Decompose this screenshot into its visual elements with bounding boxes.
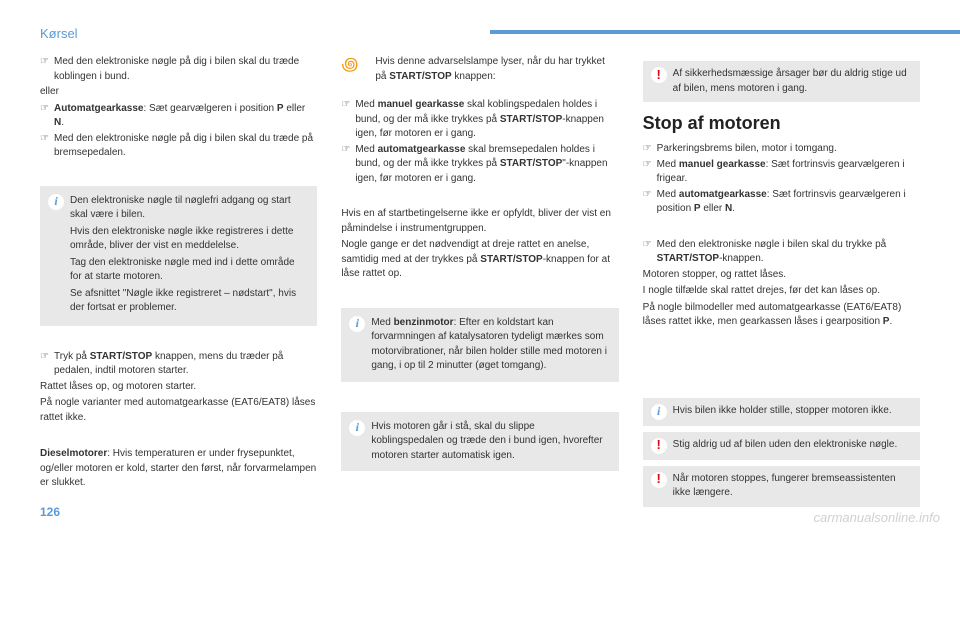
paragraph: Rattet låses op, og motoren starter. <box>40 380 317 395</box>
bullet-marker-icon: ☞ <box>643 142 657 157</box>
bullet-item: ☞ Med manuel gearkasse skal koblingspeda… <box>341 98 618 142</box>
paragraph: Dieselmotorer: Hvis temperaturen er unde… <box>40 447 317 491</box>
warning-text: Stig aldrig ud af bilen uden den elektro… <box>673 438 898 453</box>
warning-text: Hvis denne advarselslampe lyser, når du … <box>375 55 618 84</box>
bullet-marker-icon: ☞ <box>341 98 355 142</box>
warning-text: Når motoren stoppes, fungerer bremseassi… <box>673 472 910 501</box>
warning-callout: ! Stig aldrig ud af bilen uden den elekt… <box>643 432 920 460</box>
bullet-marker-icon: ☞ <box>40 350 54 379</box>
paragraph: På nogle bilmodeller med automatgearkass… <box>643 301 920 330</box>
bullet-marker-icon: ☞ <box>40 102 54 131</box>
paragraph: Hvis en af startbetingelserne ikke er op… <box>341 207 618 236</box>
bullet-marker-icon: ☞ <box>643 238 657 267</box>
content-columns: ☞ Med den elektroniske nøgle på dig i bi… <box>40 55 920 513</box>
manual-page: Kørsel ☞ Med den elektroniske nøgle på d… <box>0 0 960 533</box>
bold-term: Automatgearkasse <box>54 103 143 114</box>
bullet-marker-icon: ☞ <box>643 158 657 187</box>
info-text: Den elektroniske nøgle til nøglefri adga… <box>70 194 307 318</box>
warning-callout: ! Af sikkerhedsmæssige årsager bør du al… <box>643 61 920 102</box>
bullet-text: Med automatgearkasse: Sæt fortrinsvis ge… <box>657 188 920 217</box>
warning-text: Af sikkerhedsmæssige årsager bør du aldr… <box>673 67 910 96</box>
bullet-text: Med manuel gearkasse skal koblingspedale… <box>355 98 618 142</box>
info-icon: i <box>48 194 64 210</box>
bullet-text: Med automatgearkasse skal bremsepedalen … <box>355 143 618 187</box>
bullet-text: Automatgearkasse: Sæt gearvælgeren i pos… <box>54 102 317 131</box>
lamp-warning: ꩜ Hvis denne advarselslampe lyser, når d… <box>341 55 618 84</box>
bullet-item: ☞ Tryk på START/STOP knappen, mens du tr… <box>40 350 317 379</box>
bullet-marker-icon: ☞ <box>643 188 657 217</box>
paragraph: I nogle tilfælde skal rattet drejes, før… <box>643 284 920 299</box>
warning-callout: ! Når motoren stoppes, fungerer bremseas… <box>643 466 920 507</box>
info-callout: i Den elektroniske nøgle til nøglefri ad… <box>40 186 317 326</box>
bullet-text: Med manuel gearkasse: Sæt fortrinsvis ge… <box>657 158 920 187</box>
info-icon: i <box>349 420 365 436</box>
bullet-text: Med den elektroniske nøgle i bilen skal … <box>657 238 920 267</box>
info-text: Hvis bilen ikke holder stille, stopper m… <box>673 404 892 419</box>
column-1: ☞ Med den elektroniske nøgle på dig i bi… <box>40 55 317 513</box>
info-text: Hvis motoren går i stå, skal du slippe k… <box>371 420 608 464</box>
warning-icon: ! <box>651 472 667 488</box>
bullet-item: ☞ Med den elektroniske nøgle på dig i bi… <box>40 132 317 161</box>
header-accent-bar <box>490 30 960 34</box>
bullet-item: ☞ Med automatgearkasse skal bremsepedale… <box>341 143 618 187</box>
bullet-marker-icon: ☞ <box>40 132 54 161</box>
bullet-item: ☞ Med den elektroniske nøgle i bilen ska… <box>643 238 920 267</box>
bullet-item: ☞ Parkeringsbrems bilen, motor i tomgang… <box>643 142 920 157</box>
paragraph: Nogle gange er det nødvendigt at dreje r… <box>341 238 618 282</box>
bullet-text: Parkeringsbrems bilen, motor i tomgang. <box>657 142 920 157</box>
info-icon: i <box>349 316 365 332</box>
preheat-lamp-icon: ꩜ <box>341 55 369 73</box>
warning-icon: ! <box>651 438 667 454</box>
paragraph: På nogle varianter med automatgearkasse … <box>40 396 317 425</box>
bullet-item: ☞ Med manuel gearkasse: Sæt fortrinsvis … <box>643 158 920 187</box>
section-heading: Stop af motoren <box>643 110 920 136</box>
bullet-marker-icon: ☞ <box>40 55 54 84</box>
paragraph: Motoren stopper, og rattet låses. <box>643 268 920 283</box>
warning-icon: ! <box>651 67 667 83</box>
info-callout: i Hvis motoren går i stå, skal du slippe… <box>341 412 618 472</box>
watermark: carmanualsonline.info <box>814 510 940 525</box>
bullet-text: Tryk på START/STOP knappen, mens du træd… <box>54 350 317 379</box>
bullet-marker-icon: ☞ <box>341 143 355 187</box>
bullet-item: ☞ Med den elektroniske nøgle på dig i bi… <box>40 55 317 84</box>
info-callout: i Med benzinmotor: Efter en koldstart ka… <box>341 308 618 382</box>
bullet-text: Med den elektroniske nøgle på dig i bile… <box>54 132 317 161</box>
info-callout: i Hvis bilen ikke holder stille, stopper… <box>643 398 920 426</box>
info-text: Med benzinmotor: Efter en koldstart kan … <box>371 316 608 374</box>
column-2: ꩜ Hvis denne advarselslampe lyser, når d… <box>341 55 618 513</box>
bullet-item: ☞ Med automatgearkasse: Sæt fortrinsvis … <box>643 188 920 217</box>
text-line: eller <box>40 85 317 100</box>
bullet-item: ☞ Automatgearkasse: Sæt gearvælgeren i p… <box>40 102 317 131</box>
info-icon: i <box>651 404 667 420</box>
bullet-text: Med den elektroniske nøgle på dig i bile… <box>54 55 317 84</box>
column-3: ! Af sikkerhedsmæssige årsager bør du al… <box>643 55 920 513</box>
page-number: 126 <box>40 505 60 519</box>
